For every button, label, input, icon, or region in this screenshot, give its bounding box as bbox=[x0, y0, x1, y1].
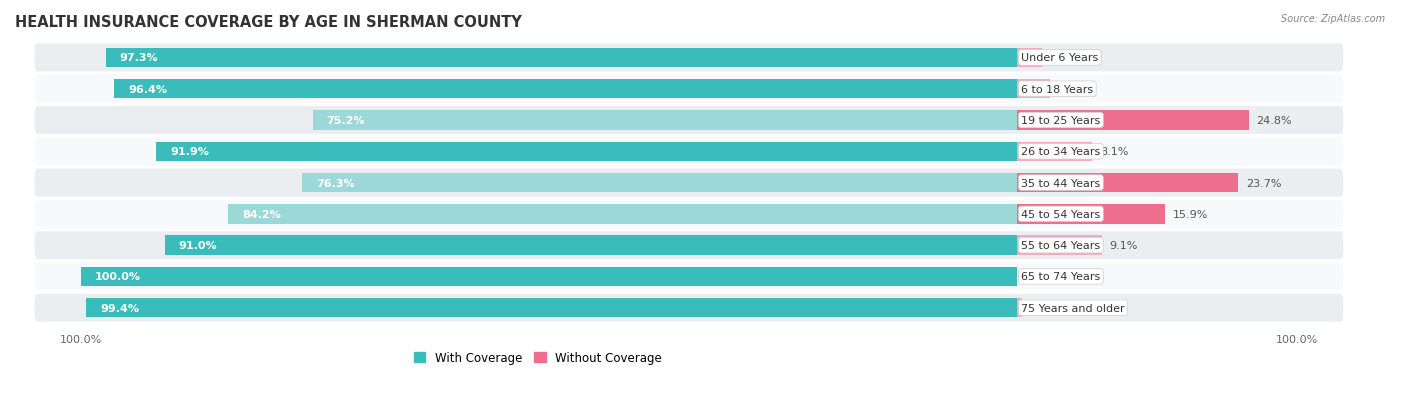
FancyBboxPatch shape bbox=[34, 137, 1344, 167]
Text: 3.6%: 3.6% bbox=[1057, 85, 1085, 95]
FancyBboxPatch shape bbox=[34, 199, 1344, 229]
Text: 0.6%: 0.6% bbox=[1029, 303, 1057, 313]
Text: 75 Years and older: 75 Years and older bbox=[1021, 303, 1125, 313]
Text: 0.0%: 0.0% bbox=[1024, 272, 1052, 282]
FancyBboxPatch shape bbox=[34, 43, 1344, 73]
Text: HEALTH INSURANCE COVERAGE BY AGE IN SHERMAN COUNTY: HEALTH INSURANCE COVERAGE BY AGE IN SHER… bbox=[15, 15, 522, 30]
Text: 91.9%: 91.9% bbox=[170, 147, 209, 157]
Bar bbox=[228, 205, 1017, 224]
Text: Under 6 Years: Under 6 Years bbox=[1021, 53, 1098, 63]
Legend: With Coverage, Without Coverage: With Coverage, Without Coverage bbox=[409, 347, 666, 369]
Text: 84.2%: 84.2% bbox=[242, 209, 281, 219]
Bar bbox=[1017, 142, 1092, 161]
Bar bbox=[1017, 236, 1102, 255]
Text: 75.2%: 75.2% bbox=[326, 116, 366, 126]
Text: 99.4%: 99.4% bbox=[100, 303, 139, 313]
Text: 2.7%: 2.7% bbox=[1049, 53, 1078, 63]
Bar bbox=[312, 111, 1017, 131]
Text: 35 to 44 Years: 35 to 44 Years bbox=[1021, 178, 1101, 188]
Text: 97.3%: 97.3% bbox=[120, 53, 159, 63]
Text: 55 to 64 Years: 55 to 64 Years bbox=[1021, 240, 1101, 251]
Bar bbox=[80, 267, 1017, 287]
Bar bbox=[1017, 111, 1249, 131]
Bar bbox=[1017, 49, 1042, 68]
Text: Source: ZipAtlas.com: Source: ZipAtlas.com bbox=[1281, 14, 1385, 24]
Bar bbox=[105, 49, 1017, 68]
Bar bbox=[114, 80, 1017, 99]
Bar bbox=[302, 173, 1017, 193]
FancyBboxPatch shape bbox=[34, 293, 1344, 323]
FancyBboxPatch shape bbox=[34, 168, 1344, 198]
Text: 76.3%: 76.3% bbox=[316, 178, 356, 188]
Bar bbox=[165, 236, 1017, 255]
Text: 15.9%: 15.9% bbox=[1173, 209, 1208, 219]
Text: 91.0%: 91.0% bbox=[179, 240, 218, 251]
Text: 100.0%: 100.0% bbox=[94, 272, 141, 282]
Text: 45 to 54 Years: 45 to 54 Years bbox=[1021, 209, 1101, 219]
FancyBboxPatch shape bbox=[34, 106, 1344, 136]
Bar bbox=[1017, 298, 1022, 318]
Text: 65 to 74 Years: 65 to 74 Years bbox=[1021, 272, 1101, 282]
FancyBboxPatch shape bbox=[34, 262, 1344, 292]
FancyBboxPatch shape bbox=[34, 74, 1344, 104]
Text: 8.1%: 8.1% bbox=[1099, 147, 1128, 157]
Text: 9.1%: 9.1% bbox=[1109, 240, 1137, 251]
Text: 96.4%: 96.4% bbox=[128, 85, 167, 95]
Text: 6 to 18 Years: 6 to 18 Years bbox=[1021, 85, 1094, 95]
Text: 23.7%: 23.7% bbox=[1246, 178, 1281, 188]
Bar bbox=[1017, 80, 1050, 99]
Bar bbox=[156, 142, 1017, 161]
Bar bbox=[1017, 205, 1166, 224]
Text: 19 to 25 Years: 19 to 25 Years bbox=[1021, 116, 1101, 126]
FancyBboxPatch shape bbox=[34, 230, 1344, 261]
Bar bbox=[1017, 173, 1239, 193]
Text: 26 to 34 Years: 26 to 34 Years bbox=[1021, 147, 1101, 157]
Text: 24.8%: 24.8% bbox=[1256, 116, 1292, 126]
Bar bbox=[86, 298, 1017, 318]
